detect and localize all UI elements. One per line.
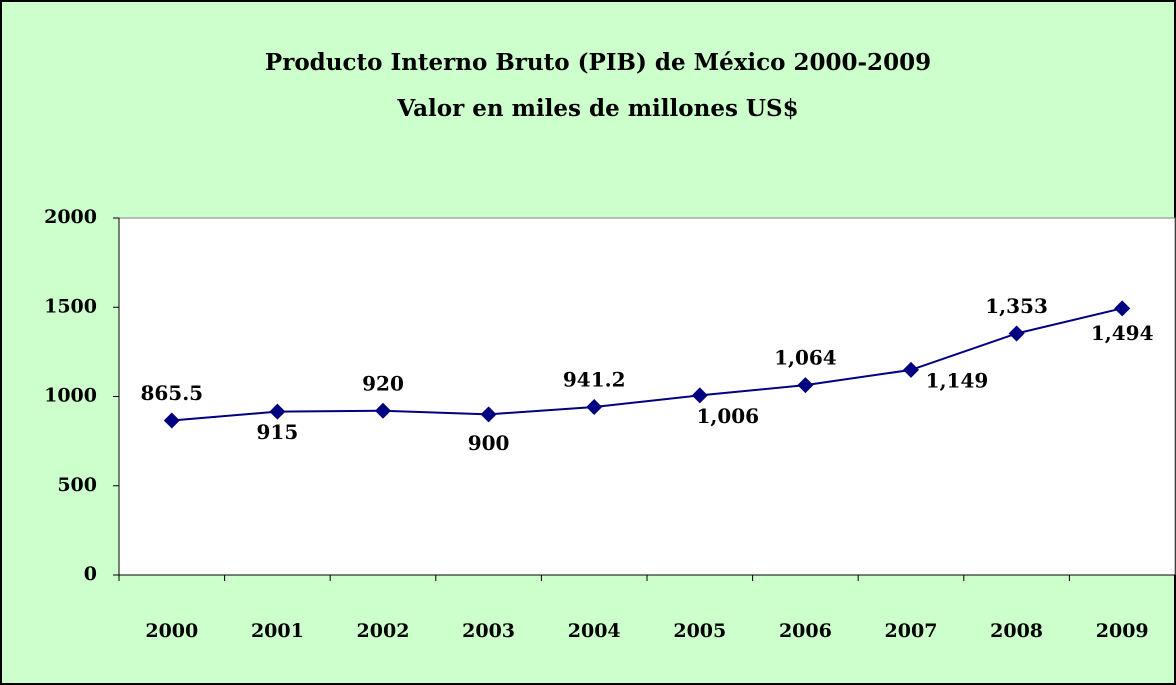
series-line	[171, 307, 1123, 422]
plot-area	[118, 217, 1176, 576]
data-label: 1,064	[774, 346, 837, 370]
marker	[1008, 325, 1025, 342]
marker	[1114, 300, 1131, 317]
data-label: 900	[468, 431, 510, 455]
data-label: 941.2	[563, 367, 626, 391]
x-tick-label: 2006	[779, 620, 832, 642]
data-label: 1,494	[1091, 321, 1154, 345]
marker	[269, 403, 286, 420]
data-label: 1,149	[926, 368, 989, 392]
x-tick-label: 2009	[1096, 620, 1149, 642]
y-tick-label: 500	[57, 474, 97, 496]
marker	[691, 387, 708, 404]
marker	[903, 361, 919, 378]
marker	[586, 398, 603, 415]
chart-subtitle: Valor en miles de millones US$	[396, 95, 798, 122]
y-tick-label: 2000	[44, 206, 97, 228]
x-tick-label: 2001	[251, 620, 304, 642]
x-tick-label: 2008	[990, 620, 1043, 642]
y-tick-label: 1000	[44, 385, 97, 407]
x-tick-label: 2005	[673, 620, 726, 642]
x-tick-label: 2004	[568, 620, 621, 642]
marker	[375, 402, 391, 419]
data-label: 1,006	[696, 404, 759, 428]
data-label: 915	[257, 420, 299, 444]
data-label: 1,353	[985, 294, 1048, 318]
x-tick-label: 2000	[145, 620, 198, 642]
x-tick-label: 2007	[885, 620, 938, 642]
marker	[480, 406, 497, 423]
data-label: 865.5	[140, 381, 203, 405]
y-tick-label: 1500	[44, 295, 97, 317]
marker	[163, 412, 180, 429]
y-tick-label: 0	[84, 563, 97, 585]
x-tick-label: 2002	[357, 620, 410, 642]
marker	[797, 377, 814, 394]
x-tick-label: 2003	[462, 620, 515, 642]
data-label: 920	[362, 371, 404, 395]
chart-title: Producto Interno Bruto (PIB) de México 2…	[265, 49, 931, 76]
